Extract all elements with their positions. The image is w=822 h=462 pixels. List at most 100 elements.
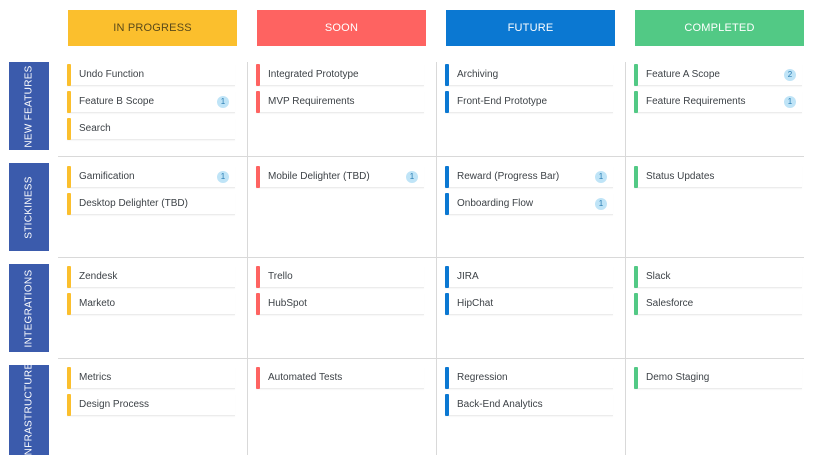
card-title: Zendesk bbox=[79, 271, 118, 282]
roadmap-card[interactable]: Status Updates bbox=[634, 165, 802, 188]
card-color-bar bbox=[445, 265, 449, 288]
card-title: Automated Tests bbox=[268, 372, 343, 383]
card-count-badge: 1 bbox=[217, 170, 229, 183]
card-title: Back-End Analytics bbox=[457, 399, 543, 410]
card-color-bar bbox=[634, 165, 638, 188]
roadmap-card[interactable]: Automated Tests bbox=[256, 366, 424, 389]
roadmap-card[interactable]: Feature Requirements 1 bbox=[634, 90, 802, 113]
card-title: HipChat bbox=[457, 298, 494, 309]
card-title: Feature B Scope bbox=[79, 96, 155, 107]
roadmap-card[interactable]: Zendesk bbox=[67, 265, 235, 288]
roadmap-card[interactable]: Mobile Delighter (TBD) 1 bbox=[256, 165, 424, 188]
card-count-badge: 1 bbox=[784, 95, 796, 108]
roadmap-card[interactable]: Demo Staging bbox=[634, 366, 802, 389]
card-title: Metrics bbox=[79, 372, 112, 383]
column-header-soon[interactable]: SOON bbox=[257, 10, 426, 46]
card-color-bar bbox=[256, 292, 260, 315]
row-label-new-features[interactable]: NEW FEATURES bbox=[9, 62, 49, 150]
card-color-bar bbox=[634, 366, 638, 389]
card-title: Integrated Prototype bbox=[268, 69, 359, 80]
card-color-bar bbox=[256, 90, 260, 113]
card-count-badge: 1 bbox=[217, 95, 229, 108]
card-title: Front-End Prototype bbox=[457, 96, 548, 107]
row-divider bbox=[58, 358, 804, 359]
card-count-badge: 1 bbox=[595, 197, 607, 210]
roadmap-card[interactable]: Archiving bbox=[445, 63, 613, 86]
roadmap-card[interactable]: Design Process bbox=[67, 393, 235, 416]
column-header-future[interactable]: FUTURE bbox=[446, 10, 615, 46]
card-title: Regression bbox=[457, 372, 508, 383]
roadmap-card[interactable]: Search bbox=[67, 117, 235, 140]
card-count-badge: 1 bbox=[406, 170, 418, 183]
row-divider bbox=[58, 156, 804, 157]
card-color-bar bbox=[256, 366, 260, 389]
card-color-bar bbox=[445, 63, 449, 86]
row-label-text: STICKINESS bbox=[23, 175, 35, 239]
card-color-bar bbox=[256, 63, 260, 86]
card-title: Gamification bbox=[79, 171, 135, 182]
card-color-bar bbox=[67, 393, 71, 416]
roadmap-card[interactable]: Marketo bbox=[67, 292, 235, 315]
row-label-text: INFRASTRUCTURE bbox=[23, 362, 35, 458]
column-divider bbox=[436, 62, 437, 455]
card-title: Undo Function bbox=[79, 69, 145, 80]
roadmap-card[interactable]: Onboarding Flow 1 bbox=[445, 192, 613, 215]
card-title: Salesforce bbox=[646, 298, 694, 309]
card-title: MVP Requirements bbox=[268, 96, 355, 107]
card-title: Demo Staging bbox=[646, 372, 710, 383]
card-title: Status Updates bbox=[646, 171, 715, 182]
roadmap-card[interactable]: Back-End Analytics bbox=[445, 393, 613, 416]
row-label-infrastructure[interactable]: INFRASTRUCTURE bbox=[9, 362, 49, 458]
card-color-bar bbox=[634, 265, 638, 288]
card-count-badge: 1 bbox=[595, 170, 607, 183]
card-count-badge: 2 bbox=[784, 68, 796, 81]
roadmap-card[interactable]: Feature B Scope 1 bbox=[67, 90, 235, 113]
roadmap-card[interactable]: Feature A Scope 2 bbox=[634, 63, 802, 86]
roadmap-card[interactable]: HipChat bbox=[445, 292, 613, 315]
card-title: Mobile Delighter (TBD) bbox=[268, 171, 370, 182]
card-title: Feature A Scope bbox=[646, 69, 720, 80]
card-color-bar bbox=[445, 192, 449, 215]
card-title: HubSpot bbox=[268, 298, 307, 309]
card-color-bar bbox=[634, 90, 638, 113]
card-color-bar bbox=[445, 90, 449, 113]
row-label-stickiness[interactable]: STICKINESS bbox=[9, 163, 49, 251]
card-color-bar bbox=[67, 117, 71, 140]
card-title: Slack bbox=[646, 271, 671, 282]
roadmap-card[interactable]: Desktop Delighter (TBD) bbox=[67, 192, 235, 215]
row-label-integrations[interactable]: INTEGRATIONS bbox=[9, 264, 49, 352]
row-label-text: NEW FEATURES bbox=[23, 64, 35, 148]
roadmap-card[interactable]: Trello bbox=[256, 265, 424, 288]
roadmap-card[interactable]: Reward (Progress Bar) 1 bbox=[445, 165, 613, 188]
roadmap-card[interactable]: Gamification 1 bbox=[67, 165, 235, 188]
column-header-in-progress[interactable]: IN PROGRESS bbox=[68, 10, 237, 46]
card-color-bar bbox=[67, 90, 71, 113]
card-color-bar bbox=[67, 192, 71, 215]
card-color-bar bbox=[67, 292, 71, 315]
roadmap-card[interactable]: Regression bbox=[445, 366, 613, 389]
roadmap-card[interactable]: Integrated Prototype bbox=[256, 63, 424, 86]
roadmap-card[interactable]: Undo Function bbox=[67, 63, 235, 86]
card-color-bar bbox=[445, 393, 449, 416]
roadmap-card[interactable]: Salesforce bbox=[634, 292, 802, 315]
card-color-bar bbox=[445, 366, 449, 389]
roadmap-card[interactable]: Slack bbox=[634, 265, 802, 288]
roadmap-card[interactable]: HubSpot bbox=[256, 292, 424, 315]
roadmap-card[interactable]: MVP Requirements bbox=[256, 90, 424, 113]
column-divider bbox=[247, 62, 248, 455]
card-color-bar bbox=[634, 63, 638, 86]
card-color-bar bbox=[67, 366, 71, 389]
card-title: JIRA bbox=[457, 271, 479, 282]
card-title: Design Process bbox=[79, 399, 150, 410]
roadmap-card[interactable]: JIRA bbox=[445, 265, 613, 288]
card-color-bar bbox=[445, 292, 449, 315]
column-header-completed[interactable]: COMPLETED bbox=[635, 10, 804, 46]
card-color-bar bbox=[67, 265, 71, 288]
roadmap-card[interactable]: Front-End Prototype bbox=[445, 90, 613, 113]
column-divider bbox=[625, 62, 626, 455]
row-divider bbox=[58, 257, 804, 258]
card-title: Feature Requirements bbox=[646, 96, 746, 107]
card-color-bar bbox=[67, 165, 71, 188]
roadmap-card[interactable]: Metrics bbox=[67, 366, 235, 389]
card-title: Search bbox=[79, 123, 111, 134]
